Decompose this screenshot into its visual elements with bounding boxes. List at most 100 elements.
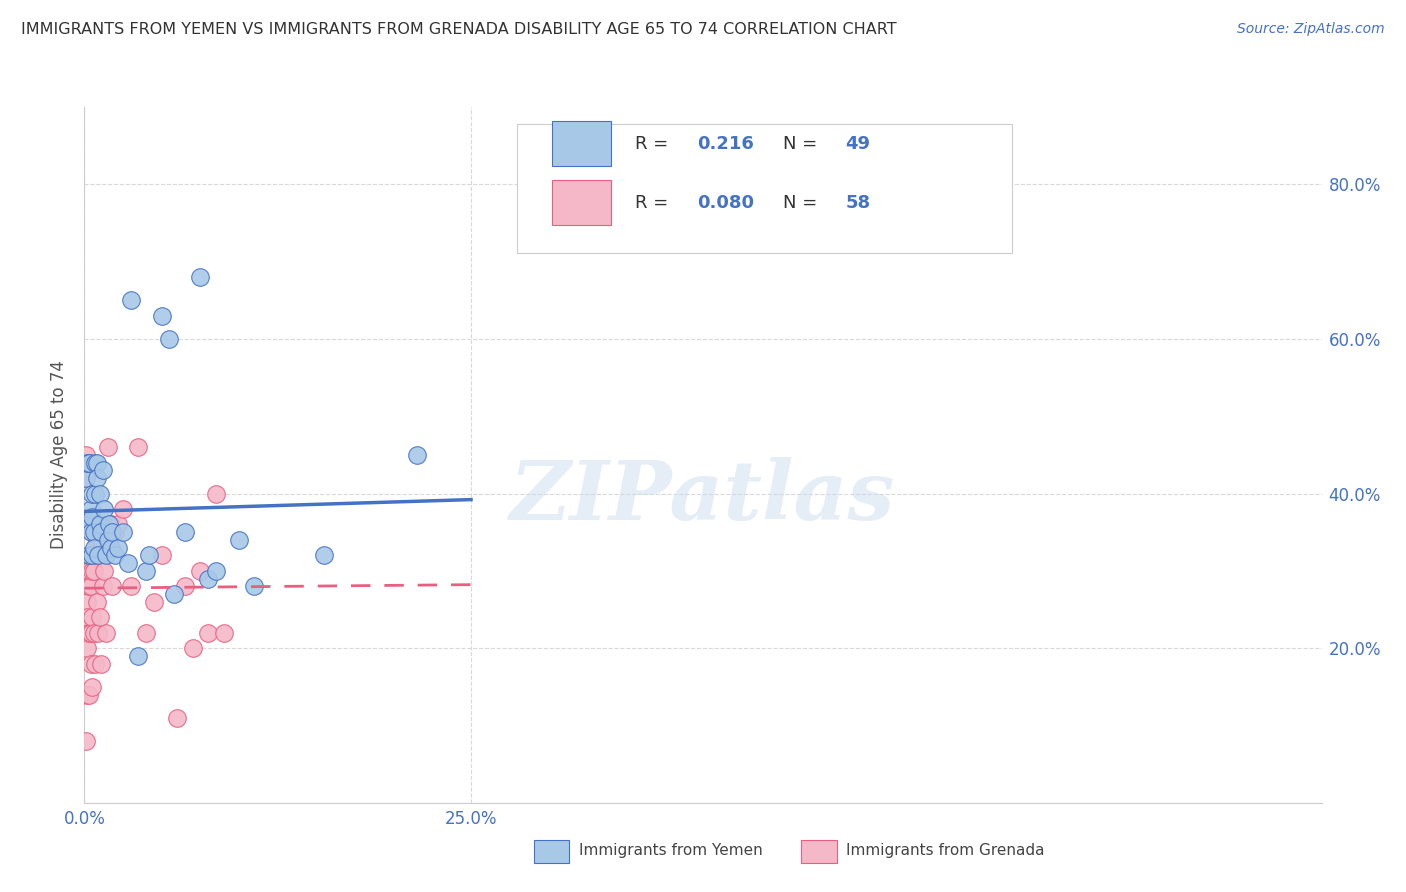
- Point: [86, 471, 108, 485]
- FancyBboxPatch shape: [553, 121, 612, 166]
- Point: [128, 648, 150, 663]
- Point: [143, 595, 166, 609]
- Point: [84, 549, 107, 563]
- Point: [117, 556, 139, 570]
- Point: [163, 587, 186, 601]
- Point: [150, 309, 173, 323]
- Point: [77, 625, 100, 640]
- Point: [188, 270, 212, 285]
- Point: [75, 564, 97, 578]
- Point: [205, 486, 228, 500]
- Point: [188, 564, 212, 578]
- Point: [82, 610, 104, 624]
- Point: [94, 625, 117, 640]
- Point: [197, 625, 219, 640]
- Point: [79, 525, 101, 540]
- Point: [98, 517, 121, 532]
- Point: [86, 456, 108, 470]
- Text: 0.080: 0.080: [697, 194, 754, 211]
- Point: [82, 680, 104, 694]
- Point: [89, 549, 111, 563]
- Point: [87, 525, 110, 540]
- Point: [104, 525, 127, 540]
- Point: [107, 541, 129, 555]
- Point: [79, 657, 101, 671]
- Point: [90, 657, 112, 671]
- Point: [84, 657, 107, 671]
- Point: [97, 440, 120, 454]
- Y-axis label: Disability Age 65 to 74: Disability Age 65 to 74: [51, 360, 69, 549]
- Point: [205, 564, 228, 578]
- Point: [120, 293, 142, 308]
- Point: [76, 517, 98, 532]
- Point: [76, 456, 98, 470]
- Text: ZIPatlas: ZIPatlas: [510, 457, 896, 537]
- Point: [79, 549, 101, 563]
- Text: R =: R =: [636, 194, 673, 211]
- Point: [82, 509, 104, 524]
- Point: [83, 625, 105, 640]
- Point: [101, 579, 124, 593]
- Point: [82, 486, 104, 500]
- Point: [101, 525, 124, 540]
- Point: [181, 641, 204, 656]
- Point: [82, 525, 104, 540]
- Point: [75, 517, 97, 532]
- Point: [84, 486, 107, 500]
- Point: [97, 533, 120, 547]
- Point: [112, 502, 135, 516]
- Point: [79, 502, 101, 516]
- Point: [79, 579, 101, 593]
- Text: N =: N =: [783, 135, 824, 153]
- Point: [120, 579, 142, 593]
- Point: [76, 641, 98, 656]
- Point: [91, 463, 114, 477]
- Point: [159, 332, 181, 346]
- Point: [174, 579, 197, 593]
- Text: R =: R =: [636, 135, 679, 153]
- Point: [75, 448, 97, 462]
- Point: [98, 533, 121, 547]
- Point: [104, 549, 127, 563]
- Point: [86, 533, 108, 547]
- Point: [93, 502, 115, 516]
- Point: [89, 486, 111, 500]
- FancyBboxPatch shape: [517, 124, 1012, 253]
- Text: 58: 58: [845, 194, 870, 211]
- Point: [112, 525, 135, 540]
- Point: [93, 564, 115, 578]
- Point: [87, 549, 110, 563]
- Point: [77, 564, 100, 578]
- Point: [82, 549, 104, 563]
- Point: [314, 549, 336, 563]
- Point: [90, 533, 112, 547]
- Point: [406, 448, 429, 462]
- Point: [79, 517, 101, 532]
- Point: [84, 456, 107, 470]
- Point: [135, 564, 157, 578]
- Point: [77, 456, 100, 470]
- Text: Source: ZipAtlas.com: Source: ZipAtlas.com: [1237, 22, 1385, 37]
- Point: [77, 549, 100, 563]
- Point: [77, 456, 100, 470]
- Point: [197, 572, 219, 586]
- Text: Immigrants from Yemen: Immigrants from Yemen: [579, 844, 763, 858]
- Point: [166, 711, 188, 725]
- Point: [76, 688, 98, 702]
- Point: [76, 595, 98, 609]
- Point: [87, 625, 110, 640]
- Point: [82, 564, 104, 578]
- Text: 49: 49: [845, 135, 870, 153]
- Point: [75, 734, 97, 748]
- Point: [107, 517, 129, 532]
- Point: [228, 533, 250, 547]
- Point: [150, 549, 173, 563]
- Point: [243, 579, 266, 593]
- Text: IMMIGRANTS FROM YEMEN VS IMMIGRANTS FROM GRENADA DISABILITY AGE 65 TO 74 CORRELA: IMMIGRANTS FROM YEMEN VS IMMIGRANTS FROM…: [21, 22, 897, 37]
- Point: [83, 541, 105, 555]
- Point: [75, 517, 97, 532]
- Point: [212, 625, 235, 640]
- Point: [75, 471, 97, 485]
- Text: N =: N =: [783, 194, 824, 211]
- Point: [77, 579, 100, 593]
